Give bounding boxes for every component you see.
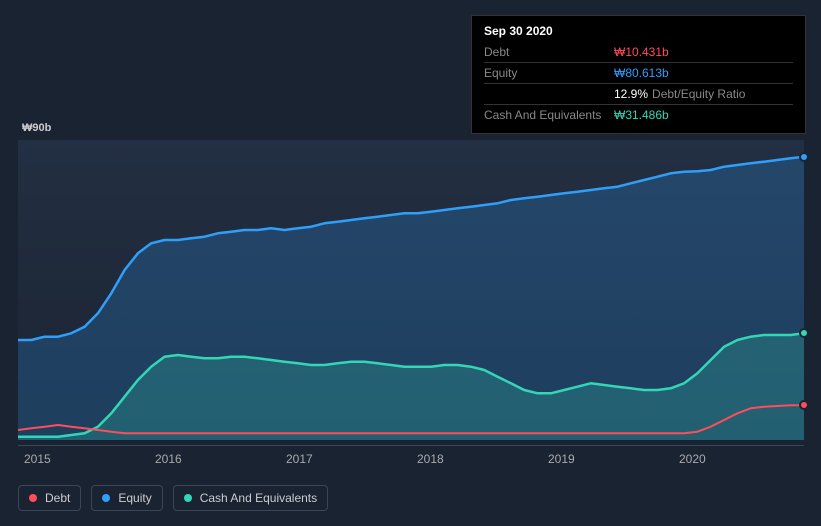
tooltip-row: 12.9%Debt/Equity Ratio <box>484 83 793 104</box>
legend-label: Equity <box>118 491 151 505</box>
x-tick: 2015 <box>24 452 51 466</box>
series-end-marker <box>799 328 809 338</box>
legend-dot-icon <box>184 494 192 502</box>
legend-dot-icon <box>102 494 110 502</box>
tooltip-row: Cash And Equivalents₩31.486b <box>484 104 793 125</box>
tooltip-row-label: Cash And Equivalents <box>484 108 614 122</box>
tooltip-row: Debt₩10.431b <box>484 42 793 62</box>
x-tick: 2020 <box>679 452 706 466</box>
x-tick: 2017 <box>286 452 313 466</box>
legend-dot-icon <box>29 494 37 502</box>
legend-item[interactable]: Equity <box>91 485 162 511</box>
x-tick: 2016 <box>155 452 182 466</box>
tooltip-date: Sep 30 2020 <box>484 24 793 42</box>
tooltip-row-sub: Debt/Equity Ratio <box>652 87 745 101</box>
chart-area[interactable] <box>18 140 804 440</box>
x-tick: 2018 <box>417 452 444 466</box>
legend-label: Debt <box>45 491 70 505</box>
x-tick: 2019 <box>548 452 575 466</box>
x-axis: 2015 2016 2017 2018 2019 2020 <box>18 445 804 465</box>
legend-item[interactable]: Debt <box>18 485 81 511</box>
tooltip-row: Equity₩80.613b <box>484 62 793 83</box>
legend-item[interactable]: Cash And Equivalents <box>173 485 328 511</box>
y-max-label: ₩90b <box>22 122 51 134</box>
tooltip-row-label: Debt <box>484 45 614 59</box>
tooltip-row-value: 12.9%Debt/Equity Ratio <box>614 87 745 101</box>
legend: Debt Equity Cash And Equivalents <box>18 485 328 511</box>
tooltip-panel: Sep 30 2020 Debt₩10.431bEquity₩80.613b12… <box>471 15 806 134</box>
tooltip-row-value: ₩80.613b <box>614 66 669 80</box>
series-end-marker <box>799 152 809 162</box>
series-end-marker <box>799 400 809 410</box>
chart-svg <box>18 140 804 440</box>
tooltip-row-value: ₩31.486b <box>614 108 669 122</box>
tooltip-row-label: Equity <box>484 66 614 80</box>
tooltip-row-value: ₩10.431b <box>614 45 669 59</box>
tooltip-row-label <box>484 87 614 101</box>
legend-label: Cash And Equivalents <box>200 491 317 505</box>
